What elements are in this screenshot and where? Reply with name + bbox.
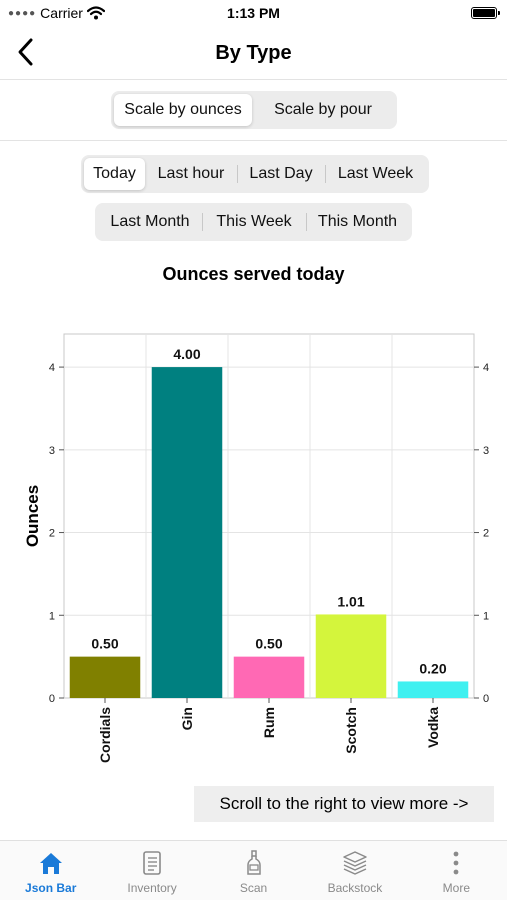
y-tick-label: 2 bbox=[49, 528, 55, 540]
x-tick-label: Vodka bbox=[425, 707, 441, 748]
time-range-control-row1: Today Last hour Last Day Last Week bbox=[81, 155, 429, 193]
wifi-icon bbox=[86, 6, 105, 20]
x-tick-label: Rum bbox=[261, 707, 277, 738]
bar-scotch bbox=[315, 614, 387, 698]
back-button[interactable] bbox=[12, 36, 42, 68]
tab-backstock[interactable]: Backstock bbox=[304, 841, 405, 900]
nav-bar: By Type bbox=[0, 26, 507, 80]
bar-chart-svg: 0 0 1 1 2 2 3 3 4 4 Ounces 0.50 Cordials 4.00 Gin 0.50 R… bbox=[23, 333, 489, 763]
tab-scan[interactable]: Scan bbox=[203, 841, 304, 900]
bar-gin bbox=[151, 367, 223, 698]
y-tick-label: 1 bbox=[49, 610, 55, 622]
range-this-month-segment[interactable]: This Month bbox=[306, 206, 409, 238]
tab-json-bar[interactable]: Json Bar bbox=[0, 841, 101, 900]
bottle-icon bbox=[246, 850, 261, 875]
document-icon bbox=[143, 851, 161, 875]
y-right-tick-label: 0 bbox=[483, 693, 489, 705]
bar-cordials bbox=[69, 656, 141, 698]
y-tick-label: 3 bbox=[49, 445, 55, 457]
bar-value-label: 4.00 bbox=[173, 346, 200, 362]
chevron-left-icon bbox=[18, 38, 33, 66]
bar-value-label: 0.20 bbox=[419, 660, 446, 676]
x-tick-label: Scotch bbox=[343, 707, 359, 754]
scale-segmented-control: Scale by ounces Scale by pour bbox=[111, 91, 397, 129]
bar-value-label: 0.50 bbox=[91, 636, 118, 652]
range-last-day-segment[interactable]: Last Day bbox=[237, 158, 325, 190]
bar-value-label: 0.50 bbox=[255, 636, 282, 652]
y-right-tick-label: 2 bbox=[483, 528, 489, 540]
y-right-tick-label: 3 bbox=[483, 445, 489, 457]
bar-chart: 0 0 1 1 2 2 3 3 4 4 Ounces 0.50 Cordials 4.00 Gin 0.50 R… bbox=[0, 320, 507, 785]
battery-icon bbox=[471, 7, 500, 19]
y-tick-label: 0 bbox=[49, 693, 55, 705]
tab-label: Backstock bbox=[327, 881, 383, 895]
carrier-label: Carrier bbox=[40, 5, 83, 21]
range-last-month-segment[interactable]: Last Month bbox=[110, 213, 190, 230]
bar-rum bbox=[233, 656, 305, 698]
time-range-control-row2: Last Month This Week This Month bbox=[95, 203, 412, 241]
status-left: ●●●● Carrier bbox=[8, 5, 105, 21]
more-vertical-icon bbox=[453, 851, 459, 875]
y-right-tick-label: 4 bbox=[483, 362, 489, 374]
layers-icon bbox=[343, 851, 367, 875]
range-last-hour-segment[interactable]: Last hour bbox=[157, 165, 225, 182]
tab-more[interactable]: More bbox=[406, 841, 507, 900]
range-last-week-segment[interactable]: Last Week bbox=[325, 158, 426, 190]
scale-by-pour-segment[interactable]: Scale by pour bbox=[274, 101, 372, 118]
y-right-tick-label: 1 bbox=[483, 610, 489, 622]
y-axis-label: Ounces bbox=[23, 485, 42, 547]
tab-label: Json Bar bbox=[25, 881, 77, 895]
x-tick-label: Gin bbox=[179, 707, 195, 730]
y-tick-label: 4 bbox=[49, 362, 55, 374]
range-today-segment[interactable]: Today bbox=[84, 158, 145, 190]
tab-label: Scan bbox=[239, 881, 268, 895]
tab-bar: Json Bar Inventory Scan Backstock bbox=[0, 840, 507, 900]
status-bar: ●●●● Carrier 1:13 PM bbox=[0, 0, 507, 26]
tab-inventory[interactable]: Inventory bbox=[101, 841, 202, 900]
range-this-week-segment[interactable]: This Week bbox=[202, 206, 306, 238]
divider bbox=[0, 140, 507, 141]
tab-label: Inventory bbox=[127, 881, 177, 895]
page-title: By Type bbox=[215, 42, 292, 64]
bar-value-label: 1.01 bbox=[337, 593, 364, 609]
home-icon bbox=[39, 853, 62, 874]
tab-label: More bbox=[442, 881, 470, 895]
bar-vodka bbox=[397, 681, 469, 698]
x-tick-label: Cordials bbox=[97, 707, 113, 763]
status-time: 1:13 PM bbox=[227, 5, 280, 21]
signal-icon: ●●●● bbox=[8, 7, 37, 19]
chart-title: Ounces served today bbox=[162, 264, 345, 284]
scroll-hint: Scroll to the right to view more -> bbox=[194, 786, 494, 822]
scale-by-ounces-segment[interactable]: Scale by ounces bbox=[114, 94, 252, 126]
